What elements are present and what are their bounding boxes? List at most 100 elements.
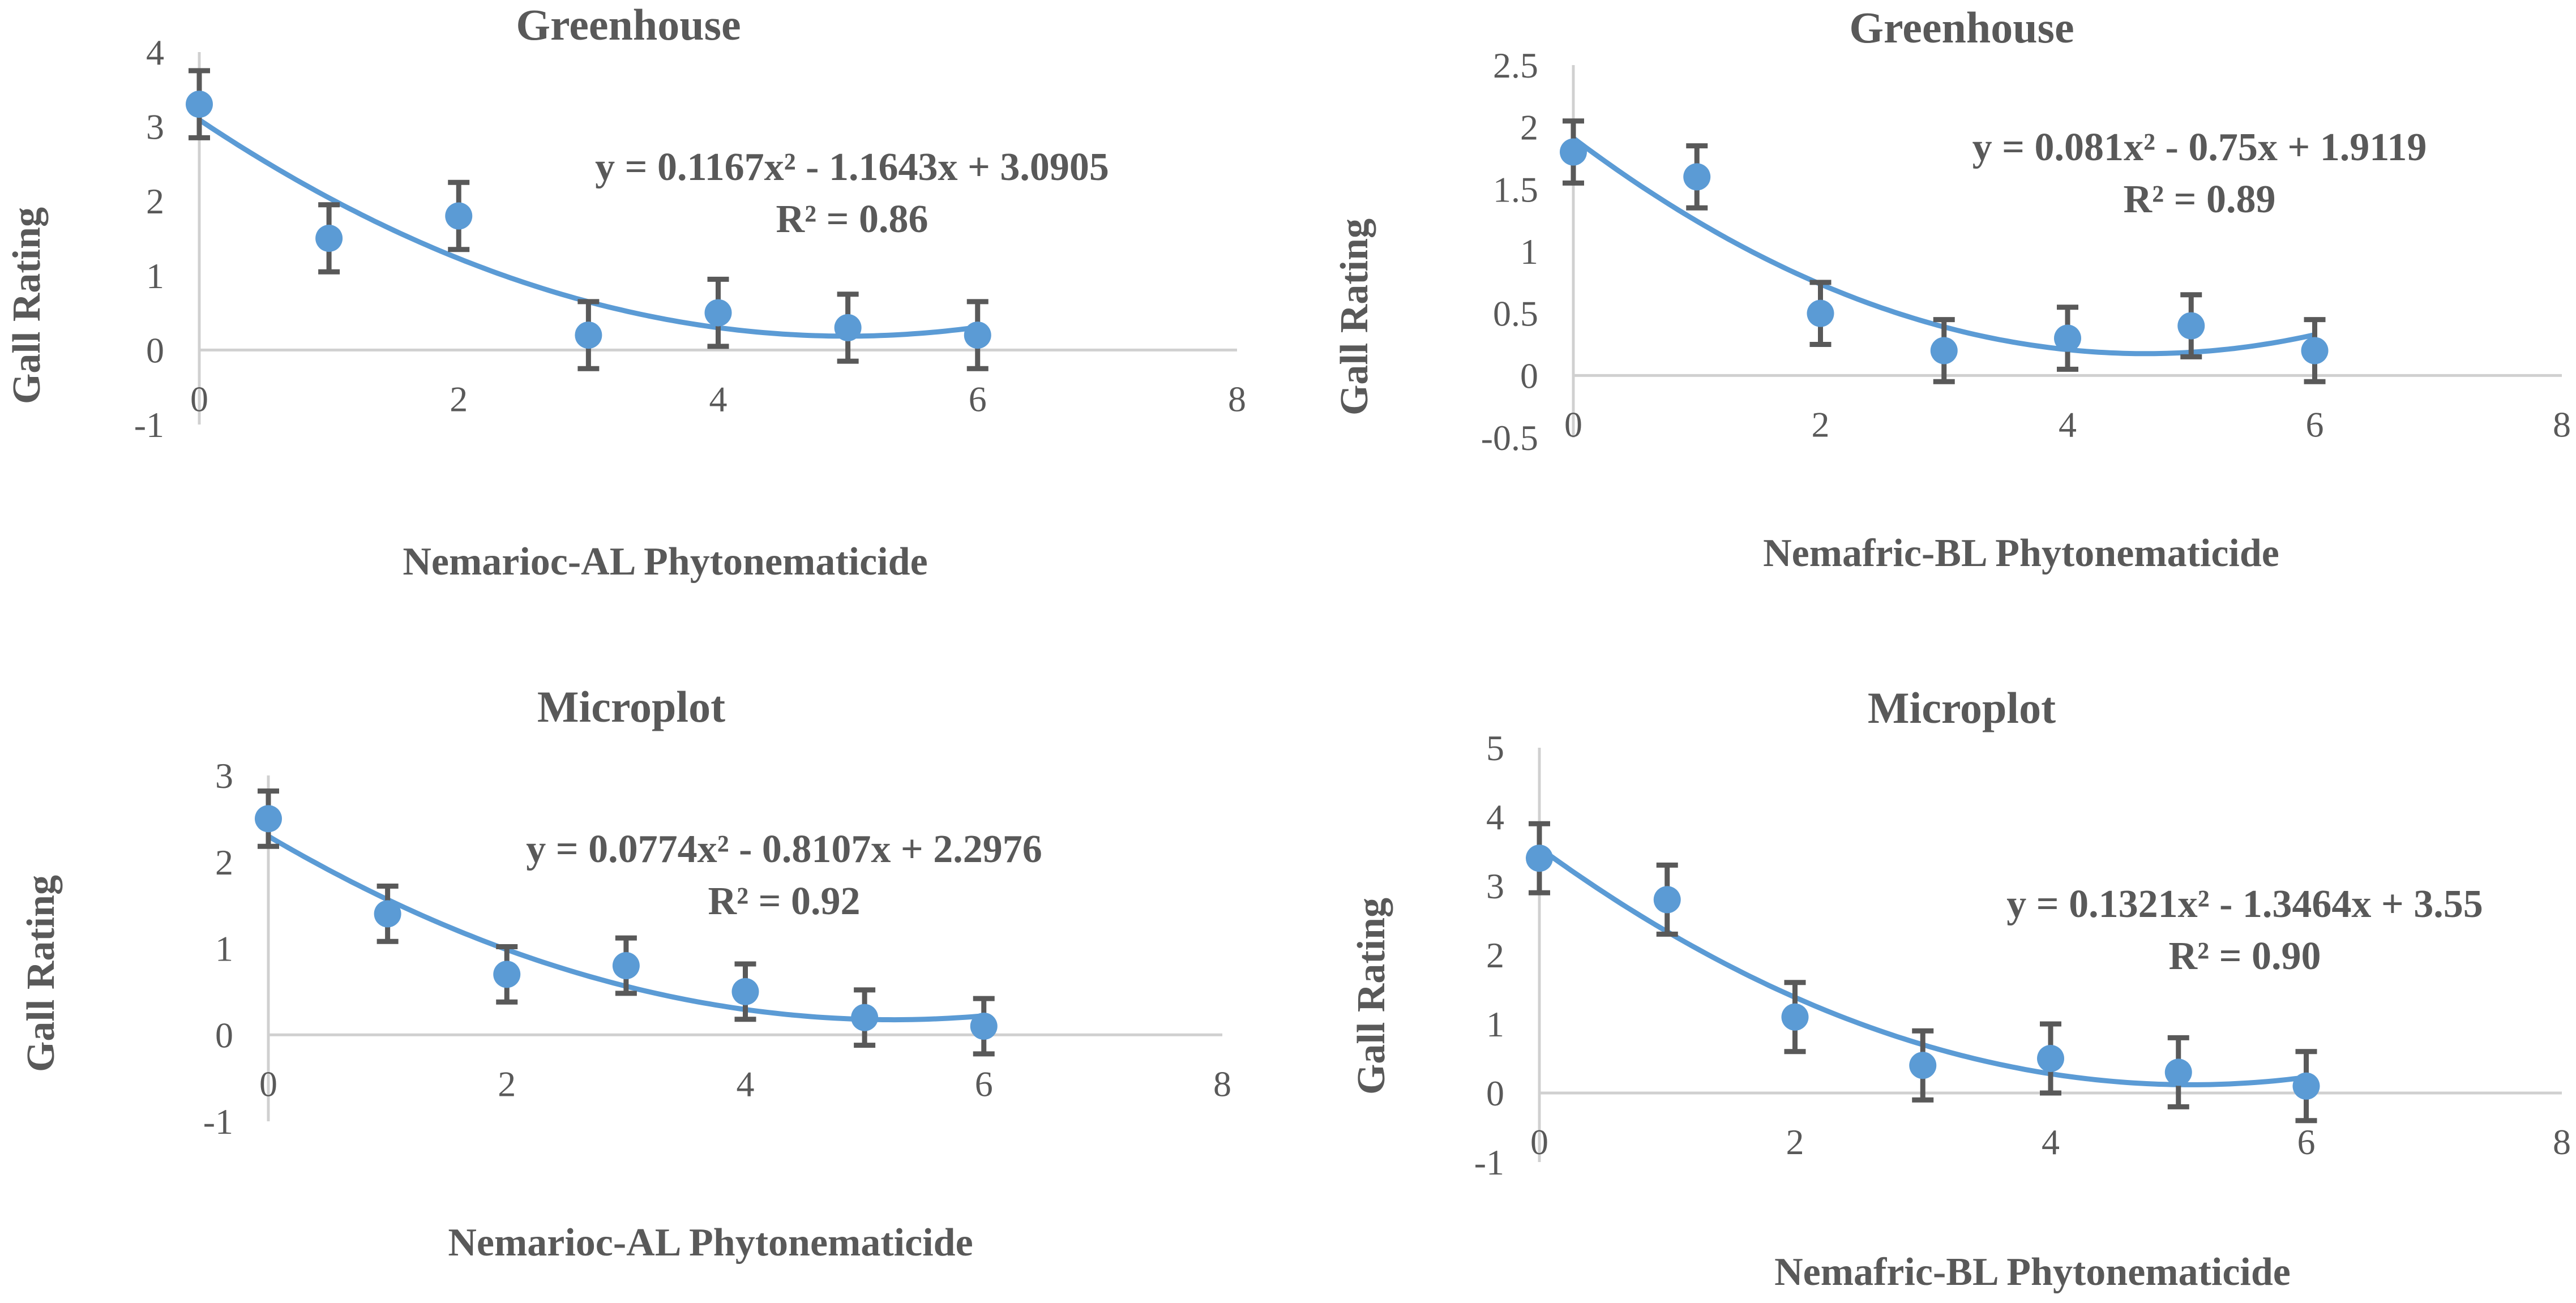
y-tick-label: 0 xyxy=(1486,1073,1504,1113)
r-squared-label: R² = 0.86 xyxy=(776,198,928,241)
y-tick-label: 1 xyxy=(146,256,164,296)
plot-area: -0.5 0 0.5 1 1.5 2 2.5 0 2 4 6 8 xyxy=(1481,45,2571,458)
x-tick-label: 2 xyxy=(1786,1122,1804,1162)
data-point xyxy=(1560,138,1587,166)
data-point xyxy=(1930,337,1958,365)
data-point xyxy=(851,1004,879,1031)
x-axis-label: Nemarioc-AL Phytonematicide xyxy=(403,540,927,584)
data-point xyxy=(186,91,213,118)
data-point xyxy=(493,961,521,988)
plot-area: -1 0 1 2 3 4 0 2 4 6 8 xyxy=(134,32,1246,445)
data-point xyxy=(315,225,343,252)
chart-greenhouse-nemafric: Greenhouse Gall Rating Nemafric-BL Phyto… xyxy=(1333,3,2571,575)
chart-title: Microplot xyxy=(1868,683,2056,732)
y-tick-label: 3 xyxy=(146,107,164,147)
data-point xyxy=(1653,886,1681,914)
data-point xyxy=(575,322,602,349)
y-tick-label: 0 xyxy=(1520,355,1538,396)
x-tick-label: 0 xyxy=(190,379,208,419)
data-point xyxy=(2301,337,2329,365)
data-point xyxy=(2164,1058,2192,1086)
data-point xyxy=(1909,1052,1937,1079)
y-tick-label: -1 xyxy=(203,1101,233,1142)
x-axis-label: Nemarioc-AL Phytonematicide xyxy=(448,1221,973,1265)
chart-title: Microplot xyxy=(537,682,725,731)
y-tick-label: 2 xyxy=(146,181,164,221)
y-tick-label: 4 xyxy=(1486,797,1504,837)
y-tick-label: -1 xyxy=(1474,1142,1504,1182)
chart-microplot-nemarioc: Microplot Gall Rating Nemarioc-AL Phyton… xyxy=(19,682,1231,1265)
chart-greenhouse-nemarioc: Greenhouse Gall Rating Nemarioc-AL Phyto… xyxy=(5,0,1246,584)
x-tick-label: 4 xyxy=(709,379,728,419)
x-tick-label: 6 xyxy=(2306,404,2324,444)
y-tick-label: 4 xyxy=(146,32,164,72)
r-squared-label: R² = 0.92 xyxy=(708,880,861,923)
plot-area: -1 0 1 2 3 4 5 0 2 4 6 8 xyxy=(1474,728,2571,1182)
y-tick-label: 3 xyxy=(1486,866,1504,906)
data-point xyxy=(1683,163,1711,191)
data-point xyxy=(704,299,732,327)
r-squared-label: R² = 0.89 xyxy=(2124,178,2276,221)
y-tick-label: 2 xyxy=(1486,935,1504,975)
x-tick-label: 2 xyxy=(450,379,468,419)
y-axis-label: Gall Rating xyxy=(1333,218,1376,415)
x-tick-label: 2 xyxy=(1812,404,1830,444)
x-tick-label: 4 xyxy=(737,1064,755,1104)
data-point xyxy=(2037,1045,2064,1072)
trendline-equation: y = 0.081x² - 0.75x + 1.9119 xyxy=(1972,126,2427,169)
data-point xyxy=(612,952,640,980)
y-axis-label: Gall Rating xyxy=(5,207,49,404)
r-squared-label: R² = 0.90 xyxy=(2169,935,2321,978)
y-axis-label: Gall Rating xyxy=(1350,898,1393,1095)
x-tick-label: 8 xyxy=(1213,1064,1231,1104)
x-tick-label: 8 xyxy=(2553,1122,2571,1162)
y-tick-label: -1 xyxy=(134,405,164,445)
chart-title: Greenhouse xyxy=(516,0,741,49)
trendline-equation: y = 0.0774x² - 0.8107x + 2.2976 xyxy=(526,828,1042,871)
x-tick-label: 0 xyxy=(1564,404,1582,444)
y-tick-label: 0 xyxy=(215,1015,233,1055)
chart-microplot-nemafric: Microplot Gall Rating Nemafric-BL Phyton… xyxy=(1350,683,2571,1294)
data-point xyxy=(731,978,759,1005)
data-point xyxy=(2054,324,2081,352)
x-tick-label: 4 xyxy=(2042,1122,2060,1162)
x-axis-label: Nemafric-BL Phytonematicide xyxy=(1763,532,2279,575)
data-point xyxy=(964,322,991,349)
chart-title: Greenhouse xyxy=(1849,3,2074,52)
y-axis-label: Gall Rating xyxy=(19,875,63,1072)
data-point xyxy=(1526,845,1553,872)
trendline-equation: y = 0.1167x² - 1.1643x + 3.0905 xyxy=(595,145,1109,189)
data-point xyxy=(255,805,282,833)
x-tick-label: 8 xyxy=(1228,379,1246,419)
x-tick-label: 8 xyxy=(2553,404,2571,444)
y-tick-label: 5 xyxy=(1486,728,1504,768)
x-tick-label: 2 xyxy=(498,1064,516,1104)
x-tick-label: 6 xyxy=(2297,1122,2316,1162)
data-point xyxy=(2292,1072,2320,1100)
x-tick-label: 4 xyxy=(2059,404,2077,444)
data-point xyxy=(374,900,401,928)
data-point xyxy=(834,314,862,341)
data-point xyxy=(970,1012,998,1040)
x-tick-label: 6 xyxy=(975,1064,993,1104)
x-tick-label: 0 xyxy=(259,1064,277,1104)
x-tick-label: 6 xyxy=(969,379,987,419)
y-tick-label: 1 xyxy=(1520,232,1538,272)
y-tick-label: 3 xyxy=(215,756,233,796)
trendline-equation: y = 0.1321x² - 1.3464x + 3.55 xyxy=(2006,882,2483,926)
plot-area: -1 0 1 2 3 0 2 4 6 8 xyxy=(203,756,1231,1142)
y-tick-label: 0 xyxy=(146,330,164,370)
x-axis-label: Nemafric-BL Phytonematicide xyxy=(1774,1250,2291,1294)
y-tick-label: 0.5 xyxy=(1493,294,1538,334)
y-tick-label: 1 xyxy=(1486,1004,1504,1044)
data-point xyxy=(1781,1003,1809,1031)
y-tick-label: 1 xyxy=(215,929,233,969)
data-point xyxy=(1807,299,1834,327)
y-tick-label: 1.5 xyxy=(1493,169,1538,209)
data-point xyxy=(445,202,473,230)
y-tick-label: 2.5 xyxy=(1493,45,1538,85)
y-tick-label: 2 xyxy=(1520,108,1538,148)
data-point xyxy=(2177,312,2205,340)
y-tick-label: 2 xyxy=(215,842,233,882)
